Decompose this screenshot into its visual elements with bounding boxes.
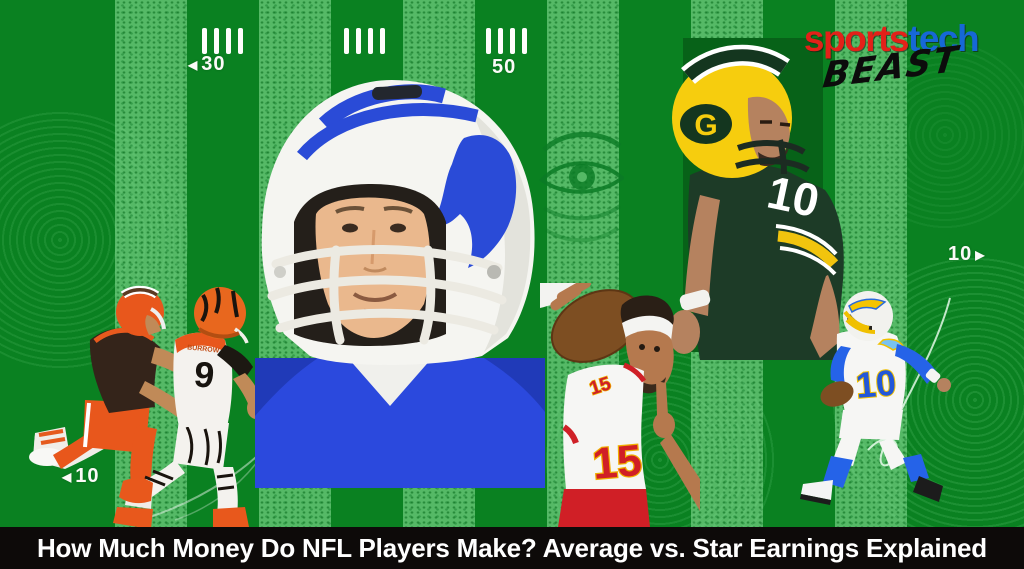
chargers-helmet — [843, 291, 893, 341]
football — [820, 381, 854, 407]
yard-hash-marks — [202, 28, 243, 54]
packers-jersey-number: 10 — [763, 166, 824, 228]
lions-helmet — [261, 80, 535, 365]
packers-jersey: 10 — [668, 163, 844, 360]
chiefs-hand-on-ball — [550, 283, 592, 311]
chiefs-head — [620, 295, 674, 394]
player-lions-qb — [255, 80, 545, 488]
browns-pants — [83, 400, 150, 453]
yard-marker-30: ◀ 30 — [188, 53, 226, 75]
bengals-nameplate: BURROW — [187, 344, 220, 354]
chiefs-jersey: 15 15 — [562, 362, 647, 490]
lions-face — [315, 197, 430, 338]
chargers-jersey: 10 — [820, 329, 951, 412]
chiefs-chin-hand — [653, 381, 700, 511]
chiefs-pants — [558, 489, 650, 527]
chiefs-jersey-number: 15 — [591, 436, 644, 489]
left-arrow-icon: ◀ — [62, 469, 73, 484]
sportstech-beast-logo: sportstech BEAST — [778, 20, 1004, 97]
yard-hash-marks — [486, 28, 527, 54]
yard-hash-marks — [344, 28, 385, 54]
browns-defender — [29, 285, 229, 529]
caption-bar: How Much Money Do NFL Players Make? Aver… — [0, 527, 1024, 569]
right-arrow-icon: ▶ — [975, 247, 986, 262]
browns-jersey — [89, 328, 160, 413]
chargers-jersey-number: 10 — [854, 362, 897, 406]
bengals-jersey — [173, 332, 233, 427]
player-chargers-qb: 10 — [800, 291, 951, 505]
packers-g-logo: G — [694, 109, 717, 142]
article-title: How Much Money Do NFL Players Make? Aver… — [36, 532, 987, 563]
bengals-pants — [173, 420, 229, 470]
yard-marker-10-bottom: ◀ 10 — [62, 465, 100, 487]
left-arrow-icon: ◀ — [188, 57, 199, 72]
player-packers-qb: 10 G — [668, 44, 844, 360]
lions-logo — [434, 134, 517, 268]
logo-tech-text: tech — [908, 18, 980, 59]
chargers-pants — [839, 410, 903, 440]
yard-marker-50: 50 — [492, 56, 517, 78]
bengals-jersey-number: 9 — [192, 353, 216, 396]
money-swirl-texture — [850, 40, 1024, 230]
logo-wordmark: sportstech — [778, 20, 1004, 57]
lions-facemask — [267, 245, 507, 345]
packers-facemask — [735, 139, 810, 175]
logo-sports-text: sports — [803, 18, 910, 59]
player-chiefs-qb: 15 15 — [540, 283, 700, 527]
packers-helmet: G — [672, 44, 810, 178]
yard-marker-10-right: 10 ▶ — [948, 243, 986, 265]
